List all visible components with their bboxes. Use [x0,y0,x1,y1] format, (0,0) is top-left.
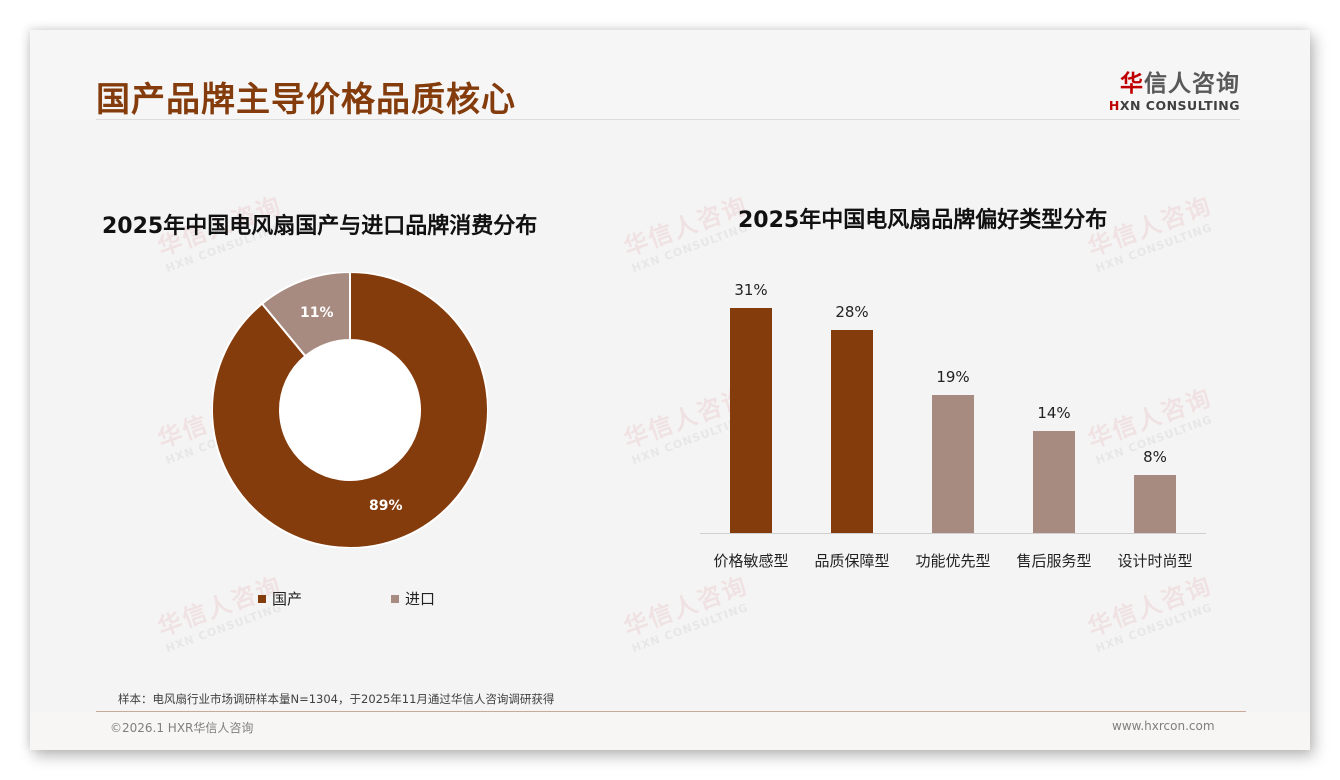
slide: 国产品牌主导价格品质核心 华信人咨询 HXN CONSULTING 华信人咨询 H… [30,30,1310,750]
bar-value-label: 28% [835,302,869,321]
bar-category-label: 功能优先型 [915,552,991,570]
bar-chart-title: 2025年中国电风扇品牌偏好类型分布 [738,208,1108,233]
bar-value-label: 8% [1143,447,1167,466]
bar-design-fashion [1134,474,1176,533]
watermark-cn: 华信人咨询 [620,191,752,262]
footer-band [30,712,1310,750]
header-band [30,30,1310,120]
bar-function-first [932,395,974,533]
sample-note: 样本：电风扇行业市场调研样本量N=1304，于2025年11月通过华信人咨询调研… [118,692,555,706]
logo-en-rest: XN CONSULTING [1119,98,1240,113]
bar-category-label: 品质保障型 [814,552,890,570]
logo-cn: 华信人咨询 [1109,64,1240,98]
legend-swatch-import [391,594,399,603]
footer-divider [96,711,1246,712]
legend-swatch-domestic [258,594,266,603]
bar-quality-assured [831,329,873,533]
bar-value-label: 19% [936,368,970,387]
donut-chart: 89% 11% [211,270,489,549]
x-axis-line [700,533,1206,534]
copyright-text: ©2026.1 HXR华信人咨询 [110,721,254,735]
watermark-en: HXN CONSULTING [629,600,751,656]
legend-label-import: 进口 [405,590,436,608]
bar-value-label: 31% [734,281,768,299]
bar-after-sales [1033,431,1075,533]
bar-category-label: 售后服务型 [1016,552,1092,570]
donut-label-import: 11% [300,305,334,321]
donut-hole [280,340,420,480]
watermark-en: HXN CONSULTING [1093,220,1215,276]
legend-label-domestic: 国产 [272,590,303,608]
legend-item-domestic: 国产 [258,588,302,609]
donut-svg [211,270,489,549]
logo-en-red: H [1108,98,1120,113]
bar-category-label: 设计时尚型 [1117,552,1193,570]
legend-item-import: 进口 [391,588,435,609]
logo-cn-rest: 信人咨询 [1144,71,1240,97]
bar-chart: 31% 价格敏感型 28% 品质保障型 19% 功能优先型 14% 售后服务型 8% 设计时尚型 [700,280,1206,580]
company-logo: 华信人咨询 HXN CONSULTING [1109,64,1240,113]
bar-price-sensitive [730,308,772,533]
watermark-en: HXN CONSULTING [1093,600,1215,656]
website-link[interactable]: www.hxrcon.com [1112,719,1215,733]
title-divider [96,119,1240,120]
bar-value-label: 14% [1037,404,1071,423]
bar-category-label: 价格敏感型 [713,552,789,570]
logo-en: HXN CONSULTING [1109,98,1240,113]
logo-cn-red: 华 [1120,71,1144,97]
donut-label-domestic: 89% [369,498,403,514]
donut-chart-title: 2025年中国电风扇国产与进口品牌消费分布 [102,214,538,239]
page-title: 国产品牌主导价格品质核心 [96,80,516,120]
